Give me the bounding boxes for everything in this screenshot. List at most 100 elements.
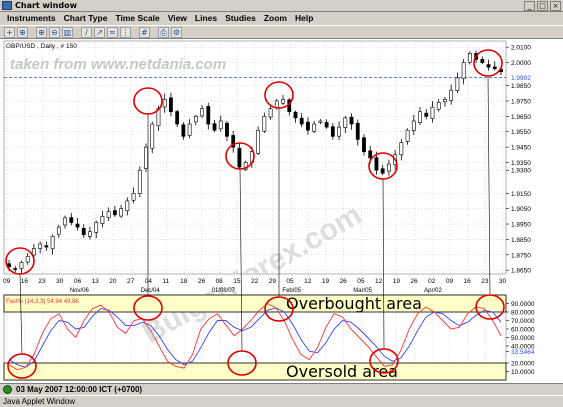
menu-bar: Instruments Chart Type Time Scale View Lines… xyxy=(0,12,563,25)
candle-body xyxy=(88,231,92,237)
indicator-tick-label: 90.0000 xyxy=(511,301,535,308)
menu-zoom[interactable]: Zoom xyxy=(263,13,287,23)
trend-icon[interactable]: ↗ xyxy=(94,26,105,38)
candle-body xyxy=(306,121,310,131)
indicator-highlight-circle xyxy=(227,350,257,376)
title-bar: Chart window _ □ × xyxy=(0,0,563,12)
date-tick-label: 12 xyxy=(375,278,383,285)
chart-area[interactable]: GBP/USD , Daily , # 150 2.0100 2.0000 1.985… xyxy=(0,39,563,383)
watermark-top: taken from www.netdania.com xyxy=(10,56,226,73)
menu-time-scale[interactable]: Time Scale xyxy=(115,13,160,23)
date-tick-label: 20 xyxy=(109,278,117,285)
minimize-icon[interactable]: _ xyxy=(524,1,535,11)
candle-body xyxy=(480,59,485,63)
month-label: Apr/02 xyxy=(424,288,442,294)
price-tick-label: 1.9350 xyxy=(511,160,531,167)
oversold-label: Oversold area xyxy=(286,362,398,381)
candle-body xyxy=(169,97,173,113)
settings-icon[interactable]: ⚙ xyxy=(171,26,182,38)
date-tick-label: 23 xyxy=(481,278,489,285)
candle-body xyxy=(218,120,223,130)
indicator-tick-label: 80.0000 xyxy=(511,310,535,317)
price-tick-label: 1.9300 xyxy=(511,168,531,175)
indicator-tick-label: 20.0000 xyxy=(511,361,535,368)
candle-body xyxy=(63,217,67,226)
slow-d-line xyxy=(8,307,502,368)
candle-body xyxy=(131,192,136,201)
date-tick-label: 09 xyxy=(446,278,454,285)
applet-bar: Java Applet Window xyxy=(0,395,563,407)
line-icon[interactable]: / xyxy=(81,26,92,38)
date-tick-label: 29 xyxy=(269,278,277,285)
chart-type-icon[interactable]: ▥ xyxy=(62,26,73,38)
date-tick-label: 15 xyxy=(233,278,241,285)
price-tick-label: 2.0100 xyxy=(511,45,531,52)
price-tick-label: 1.8750 xyxy=(511,252,531,259)
candle-body xyxy=(212,123,217,131)
candle-body xyxy=(467,53,472,63)
menu-instruments[interactable]: Instruments xyxy=(7,13,56,23)
price-tick-label: 1.8850 xyxy=(511,237,531,244)
price-panel[interactable] xyxy=(3,40,507,275)
candle-body xyxy=(94,222,99,233)
candle-body xyxy=(243,162,248,170)
date-tick-label: 18 xyxy=(180,278,188,285)
fast-k-line xyxy=(8,302,502,371)
candle-body xyxy=(399,142,404,156)
candle-body xyxy=(225,122,229,137)
date-tick-label: 13 xyxy=(92,278,100,285)
current-price-label: 1.9902 xyxy=(511,75,531,82)
candle-body xyxy=(69,217,74,223)
month-label: Nov/06 xyxy=(70,288,90,294)
print-icon[interactable]: ⎙ xyxy=(158,26,169,38)
grid-icon[interactable]: # xyxy=(139,26,150,38)
date-tick-label: 30 xyxy=(56,278,64,285)
candle-body xyxy=(32,248,36,256)
candle-body xyxy=(424,112,429,117)
month-label: Dec/04 xyxy=(141,288,161,294)
maximize-icon[interactable]: □ xyxy=(537,1,548,11)
date-tick-label: 06 xyxy=(74,278,82,285)
menu-help[interactable]: Help xyxy=(294,13,314,23)
candle-body xyxy=(443,99,447,103)
candle-body xyxy=(349,116,354,125)
candle-body xyxy=(125,200,130,212)
date-tick-label: 12 xyxy=(304,278,312,285)
month-label: 01/08/07 xyxy=(212,288,236,294)
menu-lines[interactable]: Lines xyxy=(194,13,218,23)
chart-svg[interactable]: GBP/USD , Daily , # 150 2.0100 2.0000 1.985… xyxy=(0,39,563,383)
candle-body xyxy=(274,100,279,108)
candle-body xyxy=(405,129,410,142)
pointer-icon[interactable]: ⊕ xyxy=(17,26,28,38)
price-tick-label: 1.9750 xyxy=(511,98,531,105)
indicator-tick-label: 33.5464 xyxy=(511,349,535,356)
channel-icon[interactable]: ≈ xyxy=(107,26,118,38)
candle-body xyxy=(418,111,422,123)
indicator-highlight-circle xyxy=(369,348,399,374)
candle-body xyxy=(312,123,317,132)
price-tick-label: 1.9850 xyxy=(511,83,531,90)
candle-body xyxy=(318,120,323,123)
candle-body xyxy=(362,137,366,153)
price-tick-label: 1.9150 xyxy=(511,191,531,198)
candle-body xyxy=(299,117,304,125)
price-tick-label: 1.9050 xyxy=(511,206,531,213)
menu-chart-type[interactable]: Chart Type xyxy=(63,13,108,23)
zoom-in-icon[interactable]: ⊕ xyxy=(36,26,47,38)
menu-view[interactable]: View xyxy=(167,13,187,23)
price-highlight-circle xyxy=(368,152,398,180)
candle-body xyxy=(492,66,497,69)
candle-body xyxy=(200,108,204,117)
menu-studies[interactable]: Studies xyxy=(225,13,256,23)
close-icon[interactable]: × xyxy=(550,1,561,11)
price-tick-label: 1.9450 xyxy=(511,145,531,152)
fib-icon[interactable]: ⋮ xyxy=(120,26,131,38)
candle-body xyxy=(455,77,460,91)
crosshair-icon[interactable]: + xyxy=(4,26,15,38)
candle-body xyxy=(281,99,285,104)
date-tick-label: 11 xyxy=(162,278,169,285)
indicator-label: Fast% (14,3,3) 54.94 49.88 xyxy=(6,299,79,305)
candle-body xyxy=(137,169,142,194)
zoom-out-icon[interactable]: ⊖ xyxy=(49,26,60,38)
candle-body xyxy=(181,124,186,137)
